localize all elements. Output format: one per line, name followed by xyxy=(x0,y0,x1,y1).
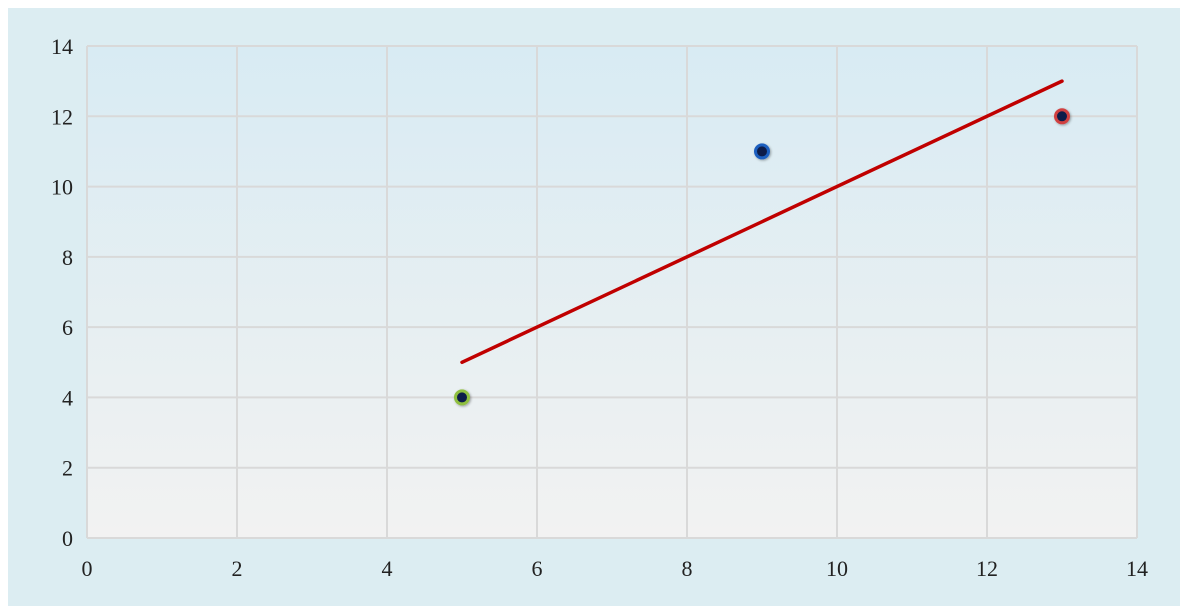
chart-frame: 0 2 4 6 8 10 12 14 0 2 4 6 8 10 12 14 xyxy=(8,8,1180,606)
trend-line-layer xyxy=(460,79,1064,365)
y-tick-label: 12 xyxy=(51,104,73,129)
tick-labels: 0 2 4 6 8 10 12 14 0 2 4 6 8 10 12 14 xyxy=(51,34,1148,581)
y-tick-label: 14 xyxy=(51,34,73,59)
x-tick-label: 8 xyxy=(682,556,693,581)
y-tick-label: 4 xyxy=(62,385,73,410)
x-tick-label: 0 xyxy=(82,556,93,581)
y-tick-label: 2 xyxy=(62,456,73,481)
y-tick-label: 8 xyxy=(62,245,73,270)
x-tick-label: 4 xyxy=(382,556,393,581)
y-tick-label: 6 xyxy=(62,315,73,340)
x-tick-label: 12 xyxy=(976,556,998,581)
grid-layer xyxy=(86,45,1138,539)
y-tick-label: 0 xyxy=(62,526,73,551)
chart-svg: 0 2 4 6 8 10 12 14 0 2 4 6 8 10 12 14 xyxy=(51,34,1148,581)
x-tick-label: 6 xyxy=(532,556,543,581)
x-tick-label: 10 xyxy=(826,556,848,581)
scatter-point xyxy=(754,143,770,160)
scatter-point xyxy=(454,389,470,406)
y-tick-label: 10 xyxy=(51,175,73,200)
trend-line xyxy=(460,79,1064,365)
x-tick-label: 2 xyxy=(232,556,243,581)
x-tick-label: 14 xyxy=(1126,556,1148,581)
point-layer xyxy=(454,108,1070,406)
scatter-point xyxy=(1054,108,1070,125)
